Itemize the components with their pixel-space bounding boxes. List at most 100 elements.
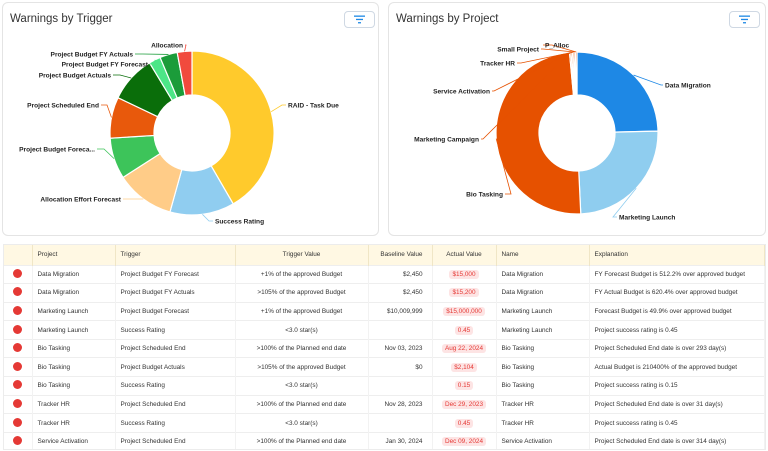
trigger-value-cell: >100% of the Planned end date: [235, 338, 369, 358]
actual-value-badge: $2,104: [451, 362, 477, 372]
slice-label: Small Project: [497, 46, 540, 53]
table-row[interactable]: Tracker HR Success Rating <3.0 star(s) 0.45…: [4, 413, 765, 433]
table-row[interactable]: Data Migration Project Budget FY Forecast…: [4, 264, 765, 284]
warning-dot-icon: [13, 436, 23, 446]
label-leader-line: [612, 187, 637, 218]
name-cell: Data Migration: [496, 264, 590, 284]
trigger-value-cell: <3.0 star(s): [235, 413, 369, 433]
actual-value-cell: 0.45: [432, 413, 497, 433]
col-header-baseline-value[interactable]: Baseline Value: [368, 245, 433, 265]
trigger-cell: Project Budget Forecast: [115, 301, 236, 321]
chart-slice[interactable]: [578, 130, 659, 215]
warning-dot-icon: [13, 417, 23, 427]
trigger-cell: Success Rating: [115, 320, 236, 340]
actual-value-cell: $15,200: [432, 283, 497, 303]
col-header-trigger-value[interactable]: Trigger Value: [235, 245, 369, 265]
table-row[interactable]: Tracker HR Project Scheduled End >100% of …: [4, 394, 765, 414]
warning-dot-icon: [13, 380, 23, 390]
label-leader-line: [633, 74, 663, 86]
baseline-value-cell: $0: [368, 357, 433, 377]
table-row[interactable]: Bio Tasking Project Scheduled End >100% of…: [4, 338, 765, 358]
col-header-trigger[interactable]: Trigger: [115, 245, 236, 265]
table-row[interactable]: Bio Tasking Project Budget Actuals >105% o…: [4, 357, 765, 377]
explanation-cell: Forecast Budget is 49.9% over approved b…: [589, 301, 765, 321]
name-cell: Tracker HR: [496, 394, 590, 414]
explanation-cell: Project Scheduled End date is over 31 da…: [589, 394, 765, 414]
project-card-title: Warnings by Project: [396, 13, 499, 25]
label-leader-line: [202, 214, 213, 222]
warning-dot-icon: [13, 287, 23, 297]
name-cell: Bio Tasking: [496, 357, 590, 377]
project-cell: Bio Tasking: [32, 338, 116, 358]
explanation-cell: Project success rating is 0.45: [589, 320, 765, 340]
slice-label: Project Budget Actuals: [39, 72, 112, 79]
project-cell: Tracker HR: [32, 413, 116, 433]
col-header-explanation[interactable]: Explanation: [589, 245, 765, 265]
status-cell: [4, 264, 33, 284]
actual-value-cell: Dec 29, 2023: [432, 394, 497, 414]
status-cell: [4, 413, 33, 433]
project-cell: Data Migration: [32, 283, 116, 303]
table-row[interactable]: Marketing Launch Success Rating <3.0 star(…: [4, 320, 765, 340]
baseline-value-cell: Jan 30, 2024: [368, 431, 433, 449]
baseline-value-cell: [368, 413, 433, 433]
trigger-cell: Success Rating: [115, 413, 236, 433]
slice-label: Allocation: [151, 42, 183, 49]
slice-label: Project Budget FY Actuals: [51, 51, 134, 58]
chart-slice[interactable]: [574, 51, 578, 96]
chart-slice[interactable]: [495, 51, 582, 215]
table-row[interactable]: Data Migration Project Budget FY Actuals >…: [4, 283, 765, 303]
status-cell: [4, 338, 33, 358]
actual-value-cell: $2,104: [432, 357, 497, 377]
status-cell: [4, 357, 33, 377]
warning-dot-icon: [13, 268, 23, 278]
filter-icon: [354, 15, 365, 24]
chart-slice[interactable]: [176, 50, 193, 97]
table-row[interactable]: Service Activation Project Scheduled End >…: [4, 431, 765, 449]
slice-label: Project Budget Foreca...: [19, 146, 95, 153]
label-leader-line: [481, 51, 571, 140]
actual-value-badge: $15,200: [449, 288, 479, 298]
explanation-cell: Project Scheduled End date is over 293 d…: [589, 338, 765, 358]
baseline-value-cell: Nov 28, 2023: [368, 394, 433, 414]
label-leader-line: [150, 59, 161, 65]
label-leader-line: [184, 44, 187, 52]
name-cell: Bio Tasking: [496, 338, 590, 358]
actual-value-cell: 0.15: [432, 376, 497, 396]
status-cell: [4, 431, 33, 449]
slice-label: Data Migration: [665, 82, 711, 89]
trigger-cell: Project Scheduled End: [115, 338, 236, 358]
table-row[interactable]: Marketing Launch Project Budget Forecast +…: [4, 301, 765, 321]
project-cell: Marketing Launch: [32, 301, 116, 321]
table-header-row: Project Trigger Trigger Value Baseline V…: [4, 245, 765, 265]
filter-icon: [739, 15, 750, 24]
explanation-cell: Project Scheduled End date is over 314 d…: [589, 431, 765, 449]
name-cell: Bio Tasking: [496, 376, 590, 396]
project-donut-chart: Data Migration Marketing Launch Bio Taskin…: [414, 42, 711, 221]
chart-slice[interactable]: [191, 50, 275, 205]
slice-label: Bio Tasking: [466, 191, 503, 198]
label-leader-line: [541, 48, 575, 53]
actual-value-badge: 0.15: [454, 381, 474, 391]
slice-label: P_Alloc: [545, 42, 570, 49]
col-header-actual-value[interactable]: Actual Value: [432, 245, 497, 265]
actual-value-badge: 0.45: [454, 418, 474, 428]
table-row[interactable]: Bio Tasking Success Rating <3.0 star(s) 0.1…: [4, 376, 765, 396]
project-filter-button[interactable]: [729, 11, 760, 28]
baseline-value-cell: $2,450: [368, 283, 433, 303]
col-header-name[interactable]: Name: [496, 245, 590, 265]
label-leader-line: [101, 104, 112, 118]
trigger-value-cell: >105% of the approved Budget: [235, 357, 369, 377]
slice-label: Project Budget FY Forecast: [62, 61, 149, 68]
trigger-cell: Success Rating: [115, 376, 236, 396]
slice-label: Allocation Effort Forecast: [40, 196, 121, 203]
actual-value-cell: $15,000: [432, 264, 497, 284]
trigger-card-title: Warnings by Trigger: [10, 13, 113, 25]
slice-label: Service Activation: [433, 88, 490, 95]
label-leader-line: [113, 74, 132, 79]
warning-dot-icon: [13, 361, 23, 371]
chart-slice[interactable]: [576, 51, 659, 133]
col-header-project[interactable]: Project: [32, 245, 116, 265]
trigger-filter-button[interactable]: [344, 11, 375, 28]
explanation-cell: FY Actual Budget is 620.4% over approved…: [589, 283, 765, 303]
